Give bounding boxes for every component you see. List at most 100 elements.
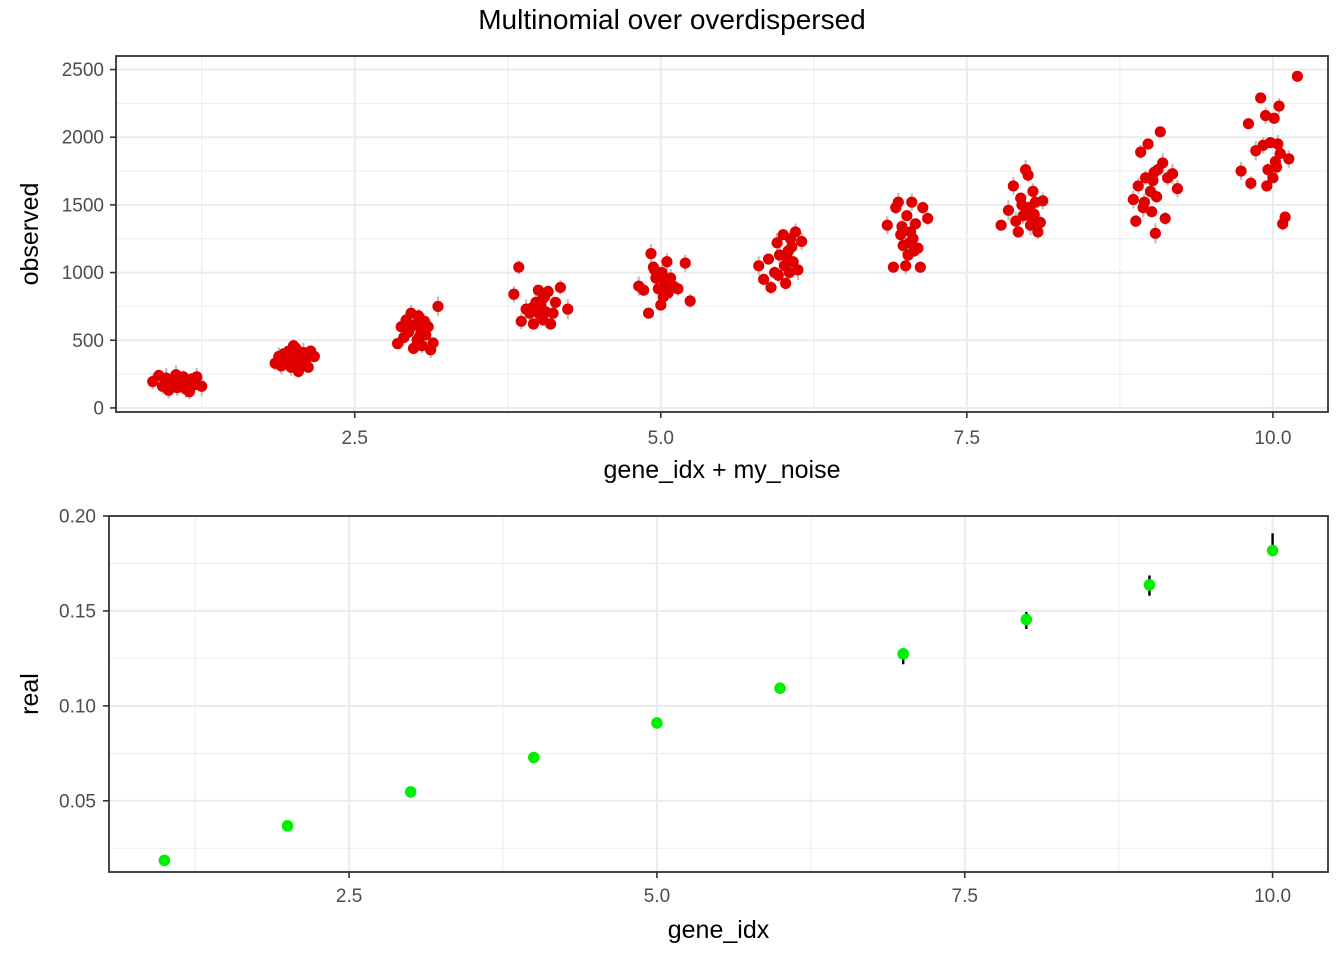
observed-point — [1273, 100, 1285, 112]
gene-group-5 — [633, 244, 696, 319]
top-panel: 2.5 5.0 7.5 10.0 0 500 1000 1500 2000 2500 gene_id… — [16, 55, 1329, 484]
x-tick-label: 2.5 — [342, 428, 368, 449]
observed-point — [1132, 180, 1144, 192]
observed-point — [1037, 195, 1049, 207]
observed-point — [1255, 92, 1267, 104]
gene-group-4 — [508, 260, 574, 330]
observed-point — [753, 260, 765, 272]
observed-point — [922, 212, 934, 225]
observed-point — [1032, 226, 1044, 238]
observed-point — [642, 307, 655, 319]
observed-point — [1159, 212, 1171, 225]
observed-point — [554, 281, 567, 294]
observed-point — [765, 281, 777, 294]
observed-point — [404, 322, 416, 334]
gene-group-8 — [995, 159, 1049, 240]
observed-point — [896, 220, 908, 233]
observed-point — [308, 350, 320, 363]
observed-point — [1130, 215, 1142, 227]
observed-point — [1274, 147, 1286, 160]
observed-point — [786, 241, 798, 253]
observed-point — [1245, 177, 1257, 189]
observed-point — [427, 337, 439, 349]
observed-point — [547, 307, 559, 319]
x-tick-label: 2.5 — [336, 886, 362, 907]
observed-point — [1235, 165, 1247, 177]
observed-point — [781, 252, 793, 264]
observed-point — [432, 300, 444, 313]
observed-point — [302, 361, 314, 373]
gene-group-3 — [391, 296, 444, 359]
observed-point — [645, 248, 657, 260]
real-point — [528, 751, 540, 764]
real-point — [774, 682, 786, 695]
observed-point — [1151, 191, 1163, 203]
observed-point — [1148, 166, 1160, 179]
observed-point — [1166, 168, 1179, 180]
observed-point — [526, 302, 538, 314]
observed-point — [1016, 199, 1028, 211]
y-tick-label: 500 — [72, 331, 104, 352]
observed-point — [1157, 157, 1169, 169]
observed-point — [887, 261, 899, 273]
y-axis-title: real — [16, 673, 44, 715]
real-point — [897, 648, 909, 660]
observed-point — [536, 294, 548, 306]
real-point — [1266, 544, 1279, 557]
y-tick-label: 0 — [93, 398, 104, 419]
observed-point — [549, 296, 562, 308]
observed-point — [1268, 112, 1280, 124]
y-tick-label: 0.10 — [59, 696, 96, 717]
observed-point — [903, 237, 915, 249]
x-tick-label: 5.0 — [648, 428, 674, 449]
panel-border — [115, 55, 1329, 413]
gene-group-2 — [269, 339, 320, 378]
observed-point — [638, 284, 650, 296]
observed-point — [771, 237, 783, 249]
observed-point — [1027, 185, 1039, 197]
observed-point — [1142, 138, 1154, 150]
observed-point — [762, 253, 775, 265]
real-point — [158, 854, 171, 867]
observed-point — [1267, 172, 1279, 184]
observed-point — [780, 277, 792, 290]
y-tick-label: 2000 — [62, 128, 104, 149]
observed-point — [881, 219, 893, 231]
observed-point — [562, 303, 574, 315]
observed-point — [772, 269, 784, 281]
bottom-panel: 2.5 5.0 7.5 10.0 0.05 0.10 0.15 0.20 gene_idx rea… — [16, 507, 1329, 944]
y-tick-label: 0.20 — [59, 507, 96, 528]
x-tick-label: 7.5 — [954, 428, 980, 449]
observed-point — [661, 256, 673, 268]
observed-point — [908, 245, 920, 257]
observed-point — [1291, 70, 1303, 82]
y-tick-label: 0.15 — [59, 601, 96, 622]
x-tick-label: 10.0 — [1254, 428, 1291, 449]
observed-point — [901, 210, 913, 222]
observed-point — [1149, 227, 1161, 239]
x-tick-label: 5.0 — [644, 886, 670, 907]
observed-point — [545, 318, 557, 330]
observed-point — [672, 283, 684, 295]
observed-point — [542, 285, 554, 298]
observed-point — [1154, 126, 1166, 138]
observed-point — [1146, 206, 1158, 218]
x-tick-label: 7.5 — [952, 886, 978, 907]
observed-point — [416, 340, 428, 352]
observed-point — [792, 264, 804, 276]
observed-point — [513, 261, 525, 273]
observed-point — [1002, 204, 1015, 216]
observed-point — [679, 257, 691, 269]
observed-point — [417, 319, 429, 331]
panel-border — [108, 515, 1329, 873]
gene-group-6 — [753, 223, 808, 294]
observed-point — [906, 196, 918, 208]
real-point — [404, 786, 417, 798]
x-axis-title: gene_idx — [668, 916, 770, 944]
observed-point — [508, 288, 520, 300]
observed-point — [1242, 118, 1255, 130]
observed-point — [196, 380, 208, 392]
observed-point — [684, 295, 696, 307]
real-point — [281, 820, 294, 832]
